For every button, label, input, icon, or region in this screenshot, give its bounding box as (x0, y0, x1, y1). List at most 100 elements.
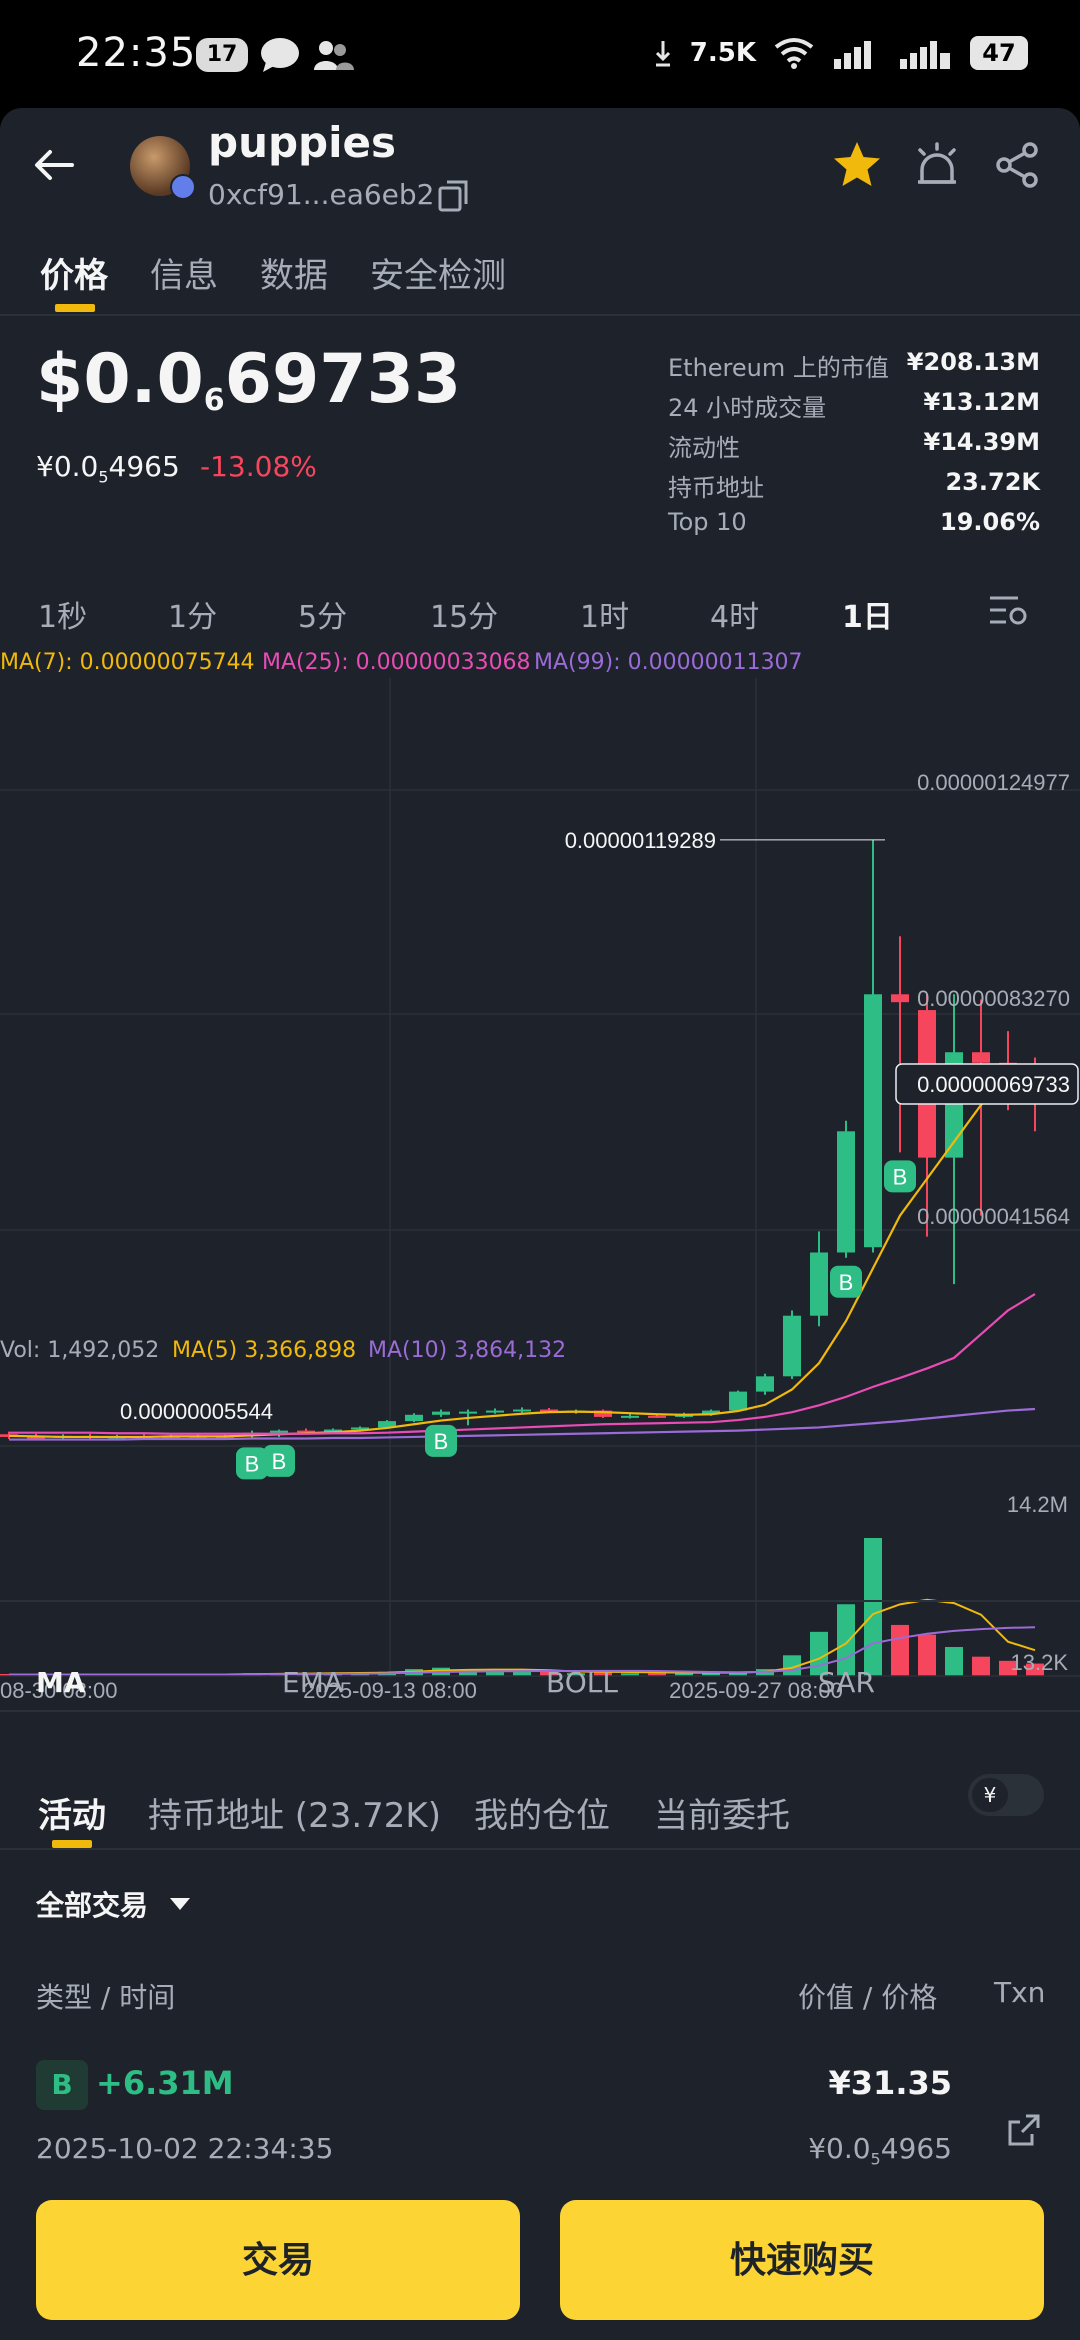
status-right: 7.5K 47 (654, 36, 1028, 70)
battery-level: 47 (970, 36, 1028, 70)
indicator-boll[interactable]: BOLL (546, 1666, 618, 1699)
volume-bar (594, 1671, 612, 1676)
app-container: puppies 0xcf91...ea6eb2 价格 信息 数据 安全检测 $0… (0, 108, 1080, 2340)
buy-marker (830, 1265, 862, 1298)
stat-liquidity-value: ¥14.39M (923, 428, 1041, 456)
currency-toggle-knob[interactable]: ¥ (972, 1778, 1008, 1812)
stat-top10-label: Top 10 (668, 508, 747, 536)
ma99-line (9, 1407, 1036, 1441)
volume-bar (729, 1671, 747, 1676)
buy-marker-label: B (839, 1270, 854, 1295)
copy-icon[interactable] (436, 178, 472, 214)
network-speed: 7.5K (689, 38, 756, 68)
volume-legend: Vol: 1,492,052 (0, 1338, 160, 1363)
wifi-icon (774, 38, 814, 69)
tab-open-orders[interactable]: 当前委托 (654, 1796, 790, 1836)
ethereum-chain-icon (170, 174, 196, 200)
indicator-ema[interactable]: EMA (282, 1666, 344, 1699)
quick-buy-button[interactable]: 快速购买 (560, 2200, 1044, 2320)
ma7-line (8, 1068, 1036, 1439)
volume-ma10-legend: MA(10) 3,864,132 (368, 1338, 567, 1363)
header-value-price: 价值 / 价格 (798, 1981, 938, 2014)
volume-bar (702, 1673, 720, 1676)
candle-body (594, 1410, 612, 1417)
volume-bar (918, 1634, 936, 1676)
stat-volume-label: 24 小时成交量 (668, 394, 827, 422)
stat-market-cap-value: ¥208.13M (906, 348, 1040, 376)
indicator-sar[interactable]: SAR (818, 1666, 875, 1699)
volume-bar (999, 1660, 1017, 1676)
volume-bar (891, 1624, 909, 1676)
trade-filter-dropdown[interactable]: 全部交易 (36, 1889, 149, 1922)
candle-body (0, 1434, 18, 1437)
interval-1d[interactable]: 1日 (842, 600, 893, 635)
cny-price: ¥0.054965 (36, 450, 180, 487)
status-time: 22:35 (76, 30, 197, 76)
volume-bar (945, 1647, 963, 1676)
caret-down-icon[interactable] (170, 1898, 190, 1910)
interval-1m[interactable]: 1分 (168, 600, 218, 635)
interval-1h[interactable]: 1时 (580, 600, 630, 635)
header-txn: Txn (994, 1976, 1046, 2009)
tab-holders[interactable]: 持币地址 (23.72K) (148, 1796, 441, 1836)
trade-price: ¥0.054965 (808, 2132, 952, 2169)
tab-info[interactable]: 信息 (150, 256, 218, 296)
price-alert-icon[interactable] (910, 138, 964, 192)
candle-body (297, 1430, 315, 1433)
buy-marker (263, 1444, 295, 1477)
buy-marker-label: B (272, 1449, 287, 1474)
volume-bar (864, 1538, 882, 1676)
stat-market-cap-label: Ethereum 上的市值 (668, 354, 889, 382)
x-axis-label: 2025-09-27 08:00 (669, 1678, 843, 1698)
indicator-ma[interactable]: MA (36, 1666, 86, 1699)
tab-security-check[interactable]: 安全检测 (370, 256, 506, 296)
tab-activity[interactable]: 活动 (38, 1796, 106, 1836)
download-arrow-icon (655, 41, 670, 67)
buy-marker (884, 1160, 916, 1193)
volume-bar (513, 1671, 531, 1676)
buy-marker (425, 1424, 457, 1457)
candle-body (432, 1411, 450, 1415)
share-icon[interactable] (990, 138, 1044, 192)
candle-body (756, 1376, 774, 1392)
volume-bar (648, 1673, 666, 1676)
candle-body (270, 1430, 288, 1433)
interval-5m[interactable]: 5分 (298, 600, 348, 635)
candle-body (648, 1415, 666, 1418)
stat-top10-value: 19.06% (940, 508, 1040, 536)
buy-badge: B (36, 2060, 88, 2110)
tab-my-position[interactable]: 我的仓位 (474, 1796, 610, 1836)
current-price-label: 0.00000069733 (917, 1072, 1070, 1097)
price-change-percent: -13.08% (200, 450, 317, 483)
main-tabs: 价格 信息 数据 安全检测 (0, 236, 1080, 316)
candle-body (837, 1131, 855, 1253)
ma25-legend: MA(25): 0.00000033068 (262, 650, 531, 675)
candle-body (486, 1410, 504, 1413)
tab-price[interactable]: 价格 (40, 256, 108, 296)
favorite-star-icon[interactable] (830, 138, 884, 192)
header-type-time: 类型 / 时间 (36, 1981, 176, 2014)
notification-count-badge: 17 (196, 38, 248, 72)
current-price-tag (895, 1063, 1079, 1105)
volume-ma10-line (9, 1626, 1036, 1676)
trade-time: 2025-10-02 22:34:35 (36, 2132, 334, 2165)
trade-button[interactable]: 交易 (36, 2200, 520, 2320)
interval-15m[interactable]: 15分 (430, 600, 499, 635)
candle-body (891, 994, 909, 1003)
external-link-icon[interactable] (1004, 2110, 1044, 2150)
chart-settings-icon[interactable] (988, 592, 1028, 628)
tab-data[interactable]: 数据 (260, 256, 328, 296)
candle-body (783, 1315, 801, 1377)
stat-volume-value: ¥13.12M (923, 388, 1041, 416)
candle-body (621, 1415, 639, 1418)
candle-body (513, 1409, 531, 1412)
back-arrow-icon[interactable] (30, 140, 80, 190)
interval-1s[interactable]: 1秒 (38, 600, 88, 635)
high-price-label: 0.00000119289 (565, 828, 716, 853)
interval-4h[interactable]: 4时 (710, 600, 760, 635)
active-section-indicator (52, 1840, 92, 1848)
x-axis-label: 2025-09-13 08:00 (303, 1678, 477, 1698)
candle-body (972, 1052, 990, 1063)
volume-bar (675, 1673, 693, 1676)
